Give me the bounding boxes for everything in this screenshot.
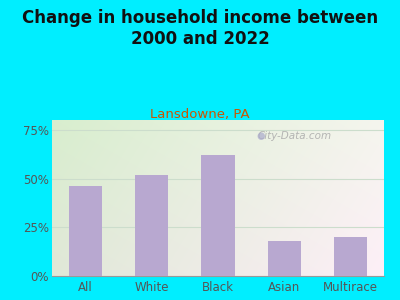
Text: Lansdowne, PA: Lansdowne, PA	[150, 108, 250, 121]
Text: ●: ●	[257, 131, 266, 141]
Bar	[202, 155, 234, 276]
Bar	[135, 175, 168, 276]
Bar	[69, 186, 102, 276]
Text: City-Data.com: City-Data.com	[257, 131, 332, 141]
Text: Change in household income between
2000 and 2022: Change in household income between 2000 …	[22, 9, 378, 48]
Bar	[334, 237, 368, 276]
Bar	[268, 241, 301, 276]
